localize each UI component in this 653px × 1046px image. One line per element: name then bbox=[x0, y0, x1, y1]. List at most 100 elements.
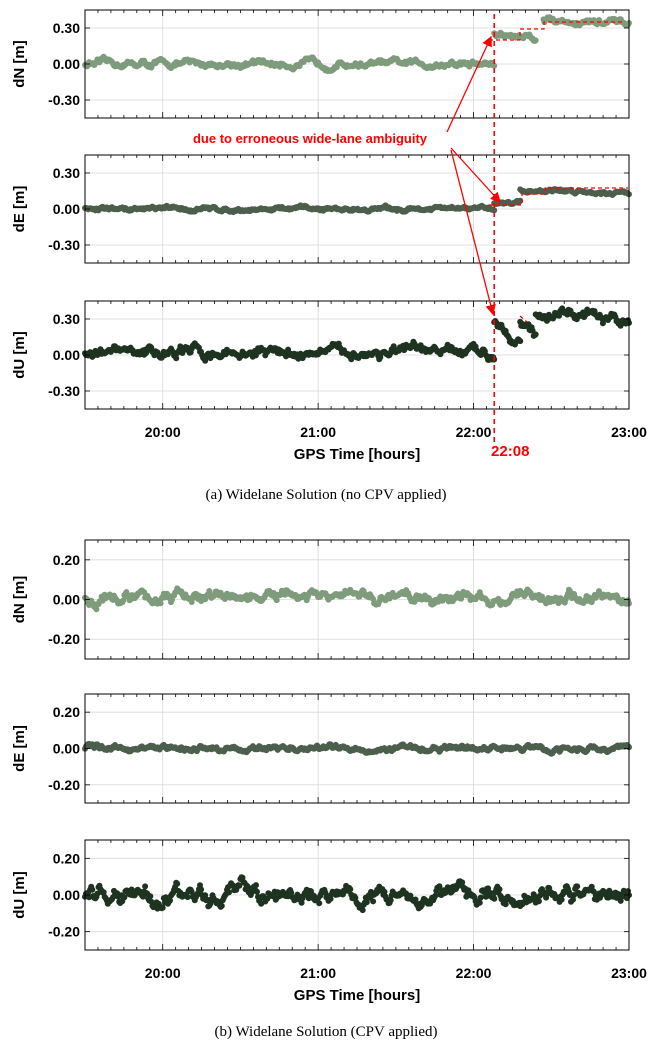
data-point bbox=[253, 882, 259, 889]
y-axis-label: dU [m] bbox=[11, 331, 28, 379]
x-tick-label: 20:00 bbox=[145, 965, 181, 981]
y-tick-label: 0.00 bbox=[53, 347, 80, 363]
data-point bbox=[574, 883, 581, 890]
data-point bbox=[390, 343, 397, 350]
data-point bbox=[236, 882, 243, 889]
data-point bbox=[94, 890, 101, 897]
data-point bbox=[100, 889, 107, 896]
data-point bbox=[387, 897, 394, 904]
data-point bbox=[157, 600, 164, 607]
data-point bbox=[570, 896, 576, 903]
panel-a-dN: 0.30 0.00 -0.30 dN [m] bbox=[11, 9, 632, 119]
caption-b: (b) Widelane Solution (CPV applied) bbox=[215, 1024, 438, 1040]
y-tick-label: 0.30 bbox=[53, 311, 80, 327]
step-outline bbox=[489, 187, 628, 206]
data-point bbox=[347, 886, 354, 893]
data-point bbox=[436, 883, 443, 890]
data-point bbox=[327, 895, 334, 902]
data-point bbox=[432, 892, 439, 899]
data-point bbox=[476, 899, 483, 906]
y-axis-label: dN [m] bbox=[11, 40, 28, 88]
data-point bbox=[273, 597, 280, 604]
x-tick-label: 20:00 bbox=[145, 424, 181, 440]
data-point bbox=[198, 886, 205, 893]
data-point bbox=[174, 880, 181, 887]
data-point bbox=[226, 889, 232, 896]
data-point bbox=[517, 338, 524, 345]
data-point bbox=[352, 894, 359, 901]
data-point bbox=[89, 886, 96, 893]
data-point bbox=[532, 37, 539, 44]
y-tick-label: 0.20 bbox=[53, 704, 80, 720]
y-tick-label: 0.00 bbox=[53, 201, 80, 217]
step-outline bbox=[519, 315, 528, 323]
y-tick-label: -0.20 bbox=[48, 924, 80, 940]
y-tick-label: 0.00 bbox=[53, 887, 80, 903]
y-tick-label: 0.30 bbox=[53, 165, 80, 181]
series-a-dN bbox=[82, 14, 632, 74]
data-point bbox=[218, 902, 225, 909]
y-tick-label: 0.20 bbox=[53, 552, 80, 568]
series-b-dU bbox=[82, 874, 632, 914]
data-point bbox=[381, 888, 388, 895]
panel-b-dN: 0.20 0.00 -0.20 dN [m] bbox=[11, 539, 632, 660]
caption-a: (a) Widelane Solution (no CPV applied) bbox=[206, 487, 447, 503]
panel-a-dU: 0.30 0.00 -0.30 20:00 21:00 22:00 23:00 GPS Tim… bbox=[11, 300, 647, 463]
data-point bbox=[207, 900, 214, 907]
data-point bbox=[159, 904, 166, 911]
annotation-arrows bbox=[446, 35, 501, 316]
panel-b-dE: 0.20 0.00 -0.20 dE [m] bbox=[11, 693, 632, 804]
data-point bbox=[202, 892, 209, 899]
panel-a-dE: 0.30 0.00 -0.30 dE [m] bbox=[11, 154, 632, 264]
data-point bbox=[558, 896, 565, 903]
series-b-dN bbox=[82, 585, 632, 613]
data-point bbox=[120, 597, 127, 604]
data-point bbox=[496, 886, 503, 893]
data-point bbox=[316, 900, 323, 907]
x-tick-label: 22:00 bbox=[456, 424, 492, 440]
data-point bbox=[121, 894, 128, 901]
data-point bbox=[491, 895, 498, 902]
data-point bbox=[459, 879, 466, 886]
annotation-arrow bbox=[450, 147, 501, 203]
data-point bbox=[411, 598, 418, 605]
data-point bbox=[363, 899, 370, 906]
data-point bbox=[502, 901, 509, 908]
data-point bbox=[370, 898, 377, 905]
data-point bbox=[535, 898, 542, 905]
x-axis-label: GPS Time [hours] bbox=[294, 446, 420, 463]
y-tick-label: 0.20 bbox=[53, 850, 80, 866]
data-point bbox=[254, 888, 260, 895]
data-point bbox=[184, 894, 191, 901]
annotation-arrow bbox=[446, 35, 492, 133]
x-tick-label: 23:00 bbox=[611, 965, 647, 981]
x-tick-label: 22:00 bbox=[456, 965, 492, 981]
annotation-arrow bbox=[450, 149, 496, 316]
event-time-label: 22:08 bbox=[491, 443, 529, 460]
data-point bbox=[485, 885, 492, 892]
data-point bbox=[173, 355, 180, 362]
step-jump-markers bbox=[489, 21, 628, 323]
x-axis-label: GPS Time [hours] bbox=[294, 987, 420, 1004]
series-b-dE bbox=[82, 740, 632, 757]
y-tick-label: -0.20 bbox=[48, 631, 80, 647]
y-axis-label: dN [m] bbox=[11, 576, 28, 624]
data-point bbox=[359, 907, 366, 914]
data-point bbox=[477, 894, 484, 901]
x-tick-label: 23:00 bbox=[611, 424, 647, 440]
data-point bbox=[147, 893, 154, 900]
y-axis-label: dE [m] bbox=[11, 725, 28, 772]
y-tick-label: -0.30 bbox=[48, 237, 80, 253]
data-point bbox=[532, 331, 539, 338]
annotation-overlay: 22:08 due to erroneous wide-lane ambigui… bbox=[193, 14, 628, 460]
data-point bbox=[167, 897, 173, 904]
y-tick-label: -0.30 bbox=[48, 92, 80, 108]
annotation-text: due to erroneous wide-lane ambiguity bbox=[193, 131, 428, 146]
y-tick-label: 0.00 bbox=[53, 56, 80, 72]
series-a-dU bbox=[82, 305, 632, 364]
y-tick-label: 0.00 bbox=[53, 592, 80, 608]
x-tick-label: 21:00 bbox=[300, 424, 336, 440]
panel-b-dU: 0.20 0.00 -0.20 20:00 21:00 22:00 23:00 GPS Tim… bbox=[11, 839, 647, 1004]
y-tick-label: 0.00 bbox=[53, 741, 80, 757]
